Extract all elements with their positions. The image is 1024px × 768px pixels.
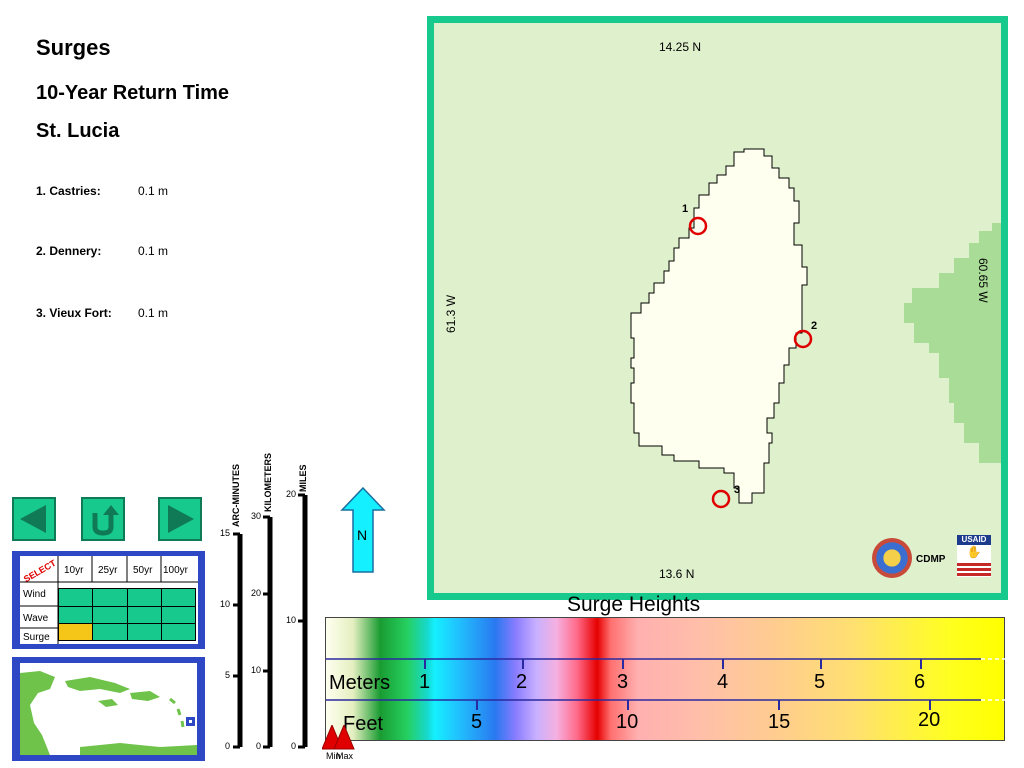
km-tick-10: 10 [250,665,261,675]
min-label: Min [326,751,341,761]
cell-surge-10yr-selected[interactable] [58,623,93,641]
top-latitude-label: 14.25 N [659,40,702,54]
cell-wind-25yr[interactable] [92,588,128,607]
max-label: Max [336,751,354,761]
row-wind[interactable]: Wind [23,589,46,600]
cdmp-logo-text: CDMP [916,554,946,565]
col-50yr[interactable]: 50yr [133,565,153,576]
cell-wave-25yr[interactable] [92,606,128,624]
page-title: Surges [36,35,111,60]
meters-label: Meters [329,672,391,694]
marker-1 [688,216,708,236]
forward-button[interactable] [158,497,202,541]
meters-tick-4: 4 [717,671,729,693]
col-10yr[interactable]: 10yr [64,565,84,576]
miles-label: MILES [298,464,308,492]
cell-wave-50yr[interactable] [127,606,162,624]
marker-3-label: 3 [734,484,741,496]
arc-tick-5: 5 [224,670,230,680]
location-1-value: 0.1 m [138,184,169,198]
kilometers-label: KILOMETERS [263,452,273,512]
arc-tick-15: 15 [219,528,230,538]
island-st-lucia [630,148,808,504]
location-title: St. Lucia [36,120,120,142]
north-label: N [357,527,368,543]
location-2-value: 0.1 m [138,244,169,258]
sea-shade-east [904,223,1001,463]
right-arrow-icon [168,505,194,533]
miles-tick-10: 10 [285,615,296,625]
km-tick-20: 20 [250,588,261,598]
legend-title: Surge Heights [567,593,701,616]
arc-tick-10: 10 [219,599,230,609]
marker-2-label: 2 [811,320,818,332]
feet-tick-10: 10 [616,711,639,733]
usaid-logo-label: USAID [957,535,991,545]
usaid-logo-icon: USAID ✋ [957,535,991,579]
max-marker-icon [333,725,355,750]
cell-wind-100yr[interactable] [161,588,196,607]
return-time-title: 10-Year Return Time [36,82,230,104]
location-2-name: 2. Dennery: [36,244,102,258]
feet-label: Feet [343,713,384,735]
row-surge[interactable]: Surge [23,632,50,643]
feet-tick-5: 5 [471,711,483,733]
col-25yr[interactable]: 25yr [98,565,118,576]
oas-logo-icon [872,538,912,578]
location-1-name: 1. Castries: [36,184,101,198]
location-3-value: 0.1 m [138,306,169,320]
meters-tick-1: 1 [419,671,431,693]
feet-tick-15: 15 [768,711,791,733]
location-3-name: 3. Vieux Fort: [36,306,112,320]
locator-map[interactable] [12,657,205,761]
north-arrow-icon [340,486,386,573]
back-button[interactable] [12,497,56,541]
miles-tick-0: 0 [290,741,296,751]
meters-tick-5: 5 [814,671,826,693]
marker-3 [711,489,731,509]
km-tick-0: 0 [255,741,261,751]
miles-tick-20: 20 [285,489,296,499]
main-map: 1 2 3 14.25 N 13.6 N 61.3 W 60.65 W CDMP… [427,16,1008,600]
meters-tick-3: 3 [617,671,629,693]
cell-surge-50yr[interactable] [127,623,162,641]
cell-wave-10yr[interactable] [58,606,93,624]
u-turn-icon [92,505,119,536]
return-button[interactable] [81,497,125,541]
feet-tick-20: 20 [918,709,941,731]
meters-tick-6: 6 [914,671,926,693]
bottom-latitude-label: 13.6 N [659,567,695,581]
surge-height-color-bar: Meters 1 2 3 4 5 6 Feet 5 10 15 20 [325,617,1006,741]
left-arrow-icon [20,505,46,533]
arc-tick-0: 0 [224,741,230,751]
right-longitude-label: 60.65 W [976,258,990,303]
row-wave[interactable]: Wave [23,613,49,624]
cell-wind-10yr[interactable] [58,588,93,607]
caribbean-locator-map [20,663,197,755]
cell-wind-50yr[interactable] [127,588,162,607]
min-max-markers [322,725,355,750]
cell-surge-25yr[interactable] [92,623,128,641]
scale-bars [233,493,308,749]
cell-surge-100yr[interactable] [161,623,196,641]
left-longitude-label: 61.3 W [444,294,458,333]
km-tick-30: 30 [250,511,261,521]
meters-tick-2: 2 [516,671,528,693]
marker-2 [793,329,813,349]
cell-wave-100yr[interactable] [161,606,196,624]
marker-1-label: 1 [682,203,689,215]
col-100yr[interactable]: 100yr [163,565,189,576]
return-period-selector: SELECT 10yr 25yr 50yr 100yr Wind Wave Su… [12,551,205,649]
